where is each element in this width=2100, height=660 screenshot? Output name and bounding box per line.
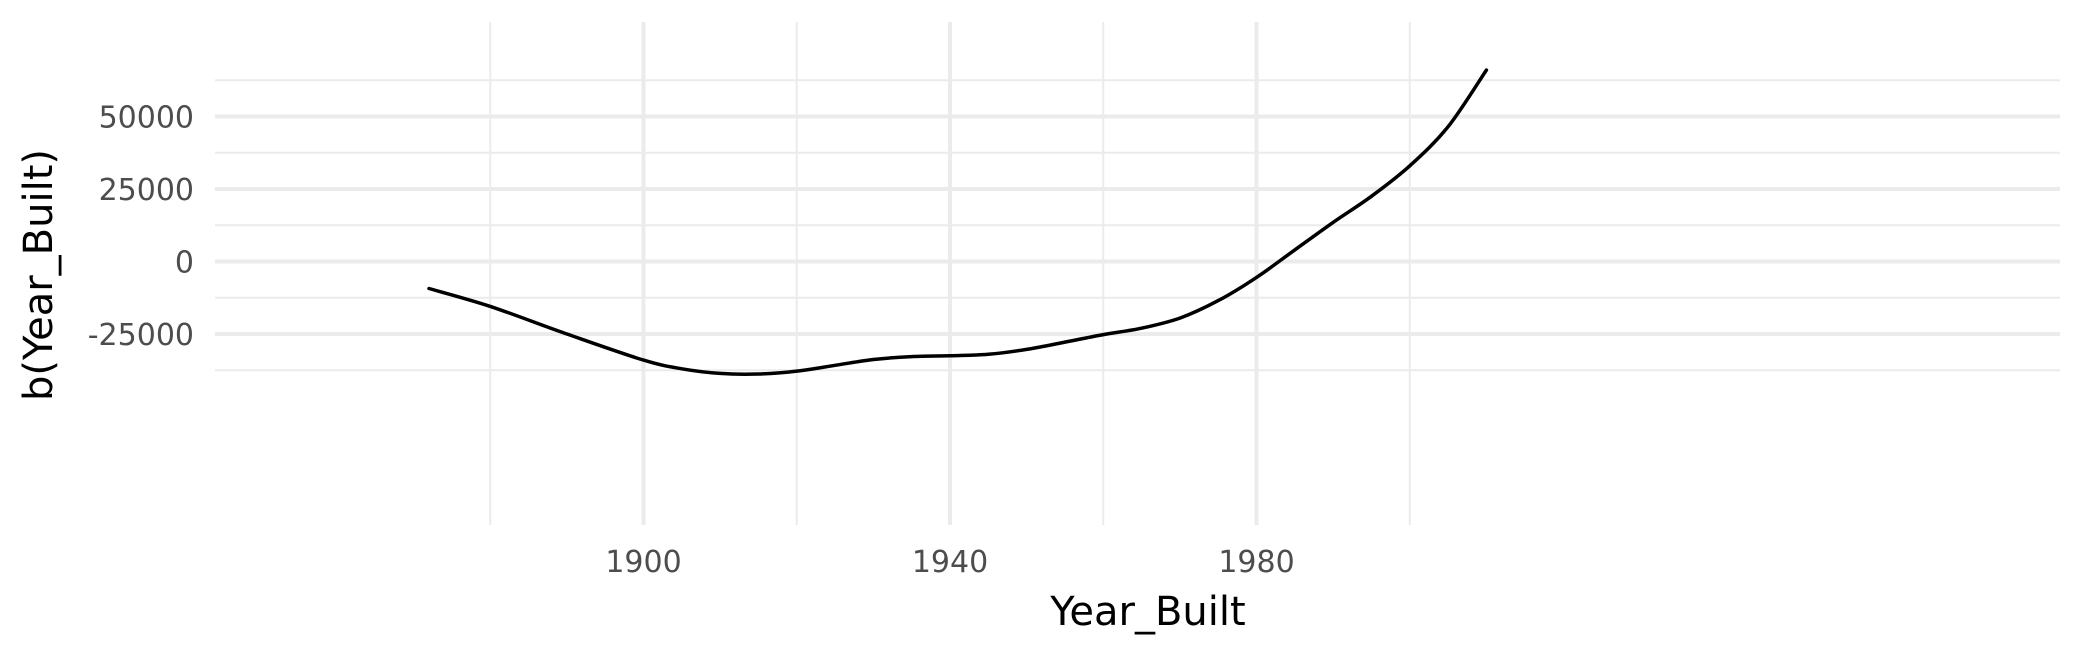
series-line <box>427 68 1489 376</box>
grid <box>215 22 2060 525</box>
y-axis-title: b(Year_Built) <box>16 149 62 401</box>
x-tick-label: 1900 <box>605 545 681 580</box>
y-tick-label: -25000 <box>88 318 194 353</box>
x-axis-title: Year_Built <box>1049 589 1245 635</box>
y-tick-label: 50000 <box>99 101 194 136</box>
y-tick-label: 0 <box>175 246 194 281</box>
x-tick-label: 1940 <box>912 545 988 580</box>
y-tick-label: 25000 <box>99 173 194 208</box>
x-tick-label: 1980 <box>1218 545 1294 580</box>
tick-labels: 1900 1940 1980 -25000 0 25000 50000 <box>88 101 1295 581</box>
plot-area <box>427 68 1489 376</box>
